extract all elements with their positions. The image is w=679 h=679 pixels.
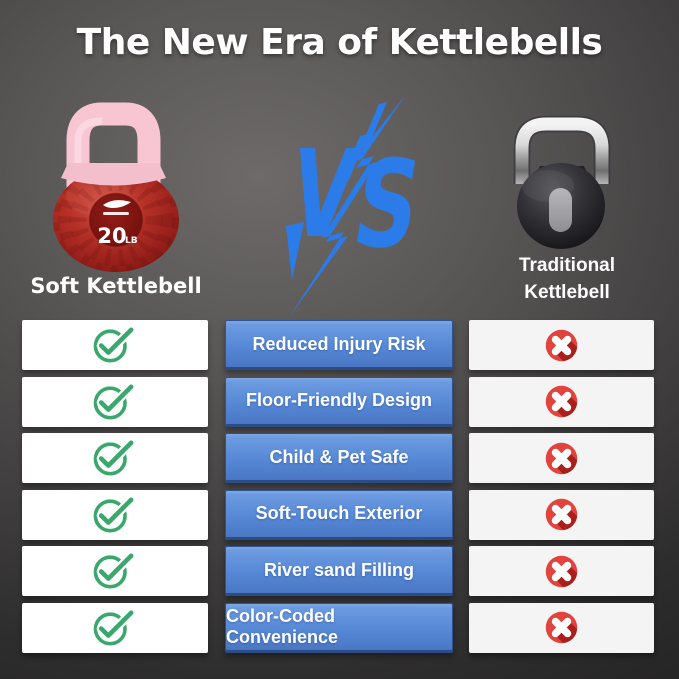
table-row: Reduced Injury Risk — [0, 320, 679, 370]
traditional-kettlebell-label: Traditional Kettlebell — [478, 252, 656, 306]
table-row: Child & Pet Safe — [0, 433, 679, 483]
table-row: Soft-Touch Exterior — [0, 489, 679, 540]
check-icon — [93, 381, 136, 420]
soft-check-cell — [22, 320, 208, 370]
traditional-label-line2: Kettlebell — [524, 282, 610, 303]
speed-slash-icon — [341, 134, 368, 182]
gray-pill-panel — [549, 188, 572, 232]
feature-label: Floor-Friendly Design — [225, 376, 453, 427]
soft-check-cell — [22, 546, 208, 596]
traditional-cross-cell — [469, 602, 654, 653]
check-icon — [93, 607, 136, 646]
feature-label: Child & Pet Safe — [225, 433, 453, 483]
vs-graphic: V S — [281, 96, 421, 316]
soft-check-cell — [22, 489, 208, 540]
traditional-cross-cell — [469, 376, 654, 427]
soft-check-cell — [22, 376, 208, 427]
traditional-kettlebell-image — [513, 115, 611, 249]
weight-unit: LB — [125, 236, 138, 246]
cross-icon — [545, 329, 578, 361]
feature-label: Reduced Injury Risk — [225, 320, 453, 370]
cross-icon — [545, 611, 578, 644]
soft-kettlebell-label: Soft Kettlebell — [30, 274, 202, 298]
cross-icon — [545, 498, 578, 531]
comparison-table: Reduced Injury Risk Floor-Fri — [0, 320, 679, 659]
traditional-cross-cell — [469, 546, 654, 596]
lightning-bolt-icon — [290, 96, 405, 316]
speed-slash-icon — [360, 102, 387, 149]
weight-value: 20 — [97, 224, 126, 248]
check-icon — [93, 551, 136, 589]
traditional-cross-cell — [469, 320, 654, 370]
check-icon — [93, 494, 136, 533]
feature-label: Soft-Touch Exterior — [225, 489, 453, 540]
check-icon — [93, 438, 136, 476]
traditional-cross-cell — [469, 433, 654, 483]
feature-label: Color-Coded Convenience — [225, 602, 453, 653]
table-row: River sand Filling — [0, 546, 679, 596]
pink-collar — [61, 163, 166, 186]
page-title: The New Era of Kettlebells — [76, 22, 603, 63]
brand-swoosh-icon — [103, 200, 131, 208]
soft-check-cell — [22, 433, 208, 483]
chrome-handle — [515, 117, 609, 184]
check-icon — [93, 325, 136, 363]
cross-icon — [545, 385, 578, 418]
traditional-label-line1: Traditional — [518, 255, 616, 276]
brand-text-bar — [103, 212, 129, 215]
table-row: Floor-Friendly Design — [0, 376, 679, 427]
cross-icon — [545, 442, 578, 474]
soft-kettlebell-image: 20 LB — [53, 102, 179, 272]
feature-label: River sand Filling — [225, 546, 453, 596]
v-spike — [286, 222, 304, 280]
traditional-cross-cell — [469, 489, 654, 540]
weight-badge — [88, 192, 144, 248]
soft-check-cell — [22, 602, 208, 653]
cross-icon — [545, 555, 578, 587]
table-row: Color-Coded Convenience — [0, 602, 679, 653]
